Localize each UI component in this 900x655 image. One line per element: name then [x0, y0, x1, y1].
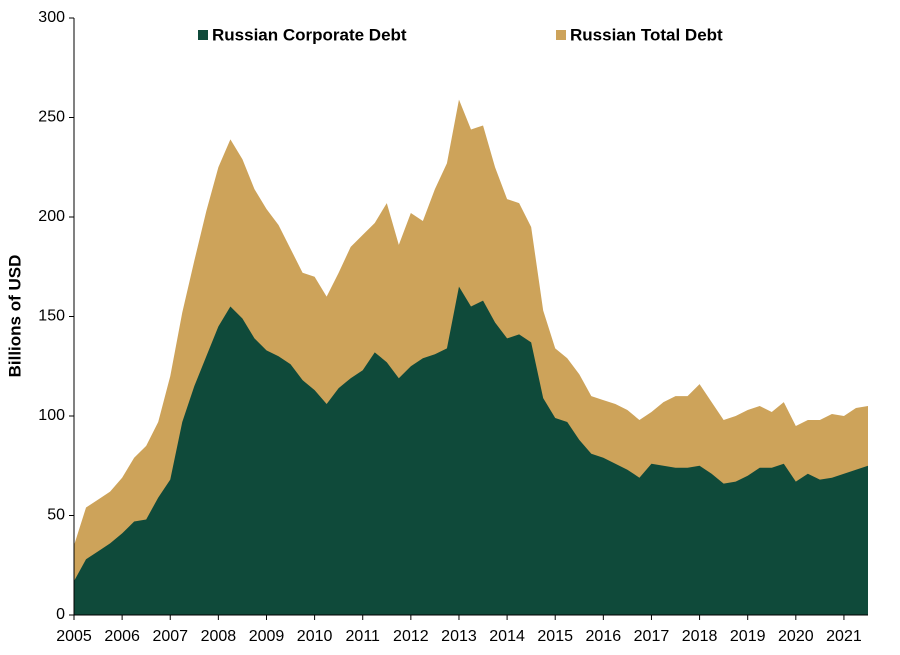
legend-label: Russian Corporate Debt: [212, 25, 407, 44]
y-tick-label: 0: [56, 606, 65, 623]
legend-swatch: [198, 30, 208, 40]
x-tick-label: 2006: [104, 628, 140, 645]
x-tick-label: 2008: [201, 628, 237, 645]
x-tick-label: 2007: [152, 628, 188, 645]
x-tick-label: 2017: [634, 628, 670, 645]
x-tick-label: 2011: [346, 628, 381, 645]
legend-label: Russian Total Debt: [570, 25, 723, 44]
x-tick-label: 2012: [393, 628, 429, 645]
x-tick-label: 2005: [56, 628, 92, 645]
area: [74, 286, 868, 615]
x-tick-label: 2019: [730, 628, 766, 645]
x-tick-label: 2020: [778, 628, 814, 645]
x-tick-label: 2010: [297, 628, 333, 645]
y-tick-label: 100: [38, 407, 65, 424]
x-tick-label: 2015: [537, 628, 573, 645]
y-axis-label: Billions of USD: [5, 255, 24, 378]
y-tick-label: 300: [38, 9, 65, 26]
x-tick-label: 2009: [249, 628, 285, 645]
legend-swatch: [556, 30, 566, 40]
y-tick-label: 200: [38, 208, 65, 225]
x-tick-label: 2018: [682, 628, 718, 645]
y-tick-label: 250: [38, 109, 65, 126]
x-tick-label: 2021: [826, 628, 862, 645]
x-tick-label: 2013: [441, 628, 477, 645]
y-tick-label: 150: [38, 308, 65, 325]
x-tick-label: 2014: [489, 628, 525, 645]
x-tick-label: 2016: [586, 628, 622, 645]
y-tick-label: 50: [47, 507, 65, 524]
